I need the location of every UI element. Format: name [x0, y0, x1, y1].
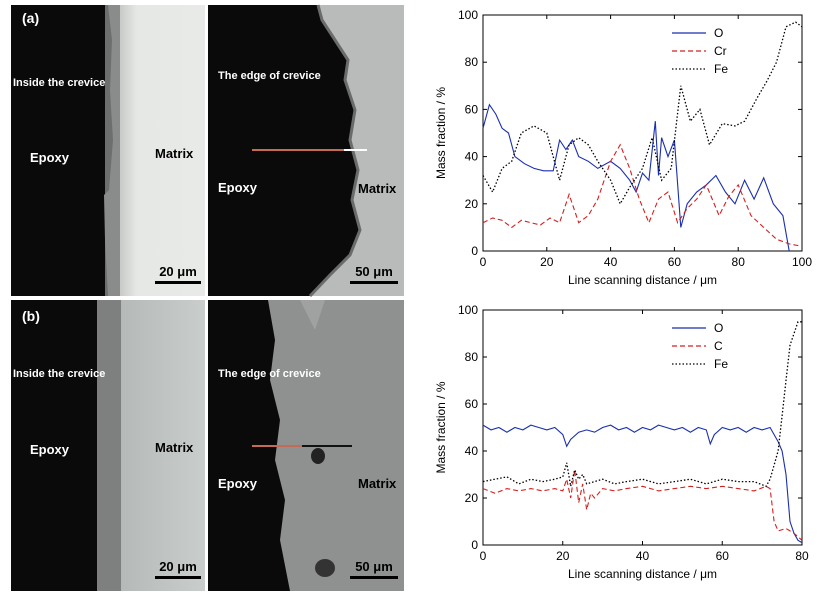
y-tick-label: 0 — [471, 538, 478, 552]
y-tick-label: 0 — [471, 244, 478, 258]
y-tick-label: 100 — [458, 8, 478, 22]
x-tick-label: 40 — [636, 549, 650, 563]
y-tick-label: 80 — [465, 350, 479, 364]
x-tick-label: 80 — [732, 255, 746, 269]
x-tick-label: 100 — [792, 255, 812, 269]
series-line-O — [482, 424, 803, 544]
x-tick-label: 60 — [716, 549, 730, 563]
micrograph-b-left — [11, 300, 205, 591]
x-axis-label: Line scanning distance / μm — [568, 273, 717, 287]
y-tick-label: 20 — [465, 491, 479, 505]
series-line-Cr — [482, 143, 803, 247]
y-tick-label: 40 — [465, 444, 479, 458]
y-tick-label: 80 — [465, 55, 479, 69]
chart-b: 0 20 40 60 80 0 20 40 60 80 100 Line scanning dista… — [434, 303, 809, 581]
x-tick-label: 40 — [604, 255, 618, 269]
series-line-C — [482, 469, 803, 541]
legend-label-Fe: Fe — [714, 357, 728, 371]
x-tick-label: 20 — [540, 255, 554, 269]
y-tick-label: 40 — [465, 150, 479, 164]
x-tick-label: 0 — [480, 549, 487, 563]
micrograph-b-right — [208, 300, 404, 591]
y-axis-label: Mass fraction / % — [434, 87, 448, 179]
legend-label-C: C — [714, 339, 723, 353]
y-tick-label: 100 — [458, 303, 478, 317]
x-axis-label: Line scanning distance / μm — [568, 567, 717, 581]
y-tick-label: 60 — [465, 397, 479, 411]
series-line-Fe — [482, 21, 803, 206]
legend-label-O: O — [714, 26, 723, 40]
series-line-Fe — [482, 321, 802, 488]
legend-label-Fe: Fe — [714, 62, 728, 76]
x-tick-label: 80 — [795, 549, 809, 563]
micrograph-a-right — [208, 4, 404, 298]
x-tick-label: 0 — [480, 255, 487, 269]
y-tick-label: 60 — [465, 102, 479, 116]
plot-frame — [482, 14, 803, 252]
y-axis-label: Mass fraction / % — [434, 381, 448, 473]
x-tick-label: 60 — [668, 255, 682, 269]
micrograph-a-left — [11, 5, 205, 296]
series-line-O — [482, 103, 790, 252]
legend-label-Cr: Cr — [714, 44, 727, 58]
chart-a: 0 20 40 60 80 100 0 20 40 60 80 100 Line scanning di… — [434, 8, 812, 287]
y-tick-label: 20 — [465, 197, 479, 211]
legend-label-O: O — [714, 321, 723, 335]
x-tick-label: 20 — [556, 549, 570, 563]
